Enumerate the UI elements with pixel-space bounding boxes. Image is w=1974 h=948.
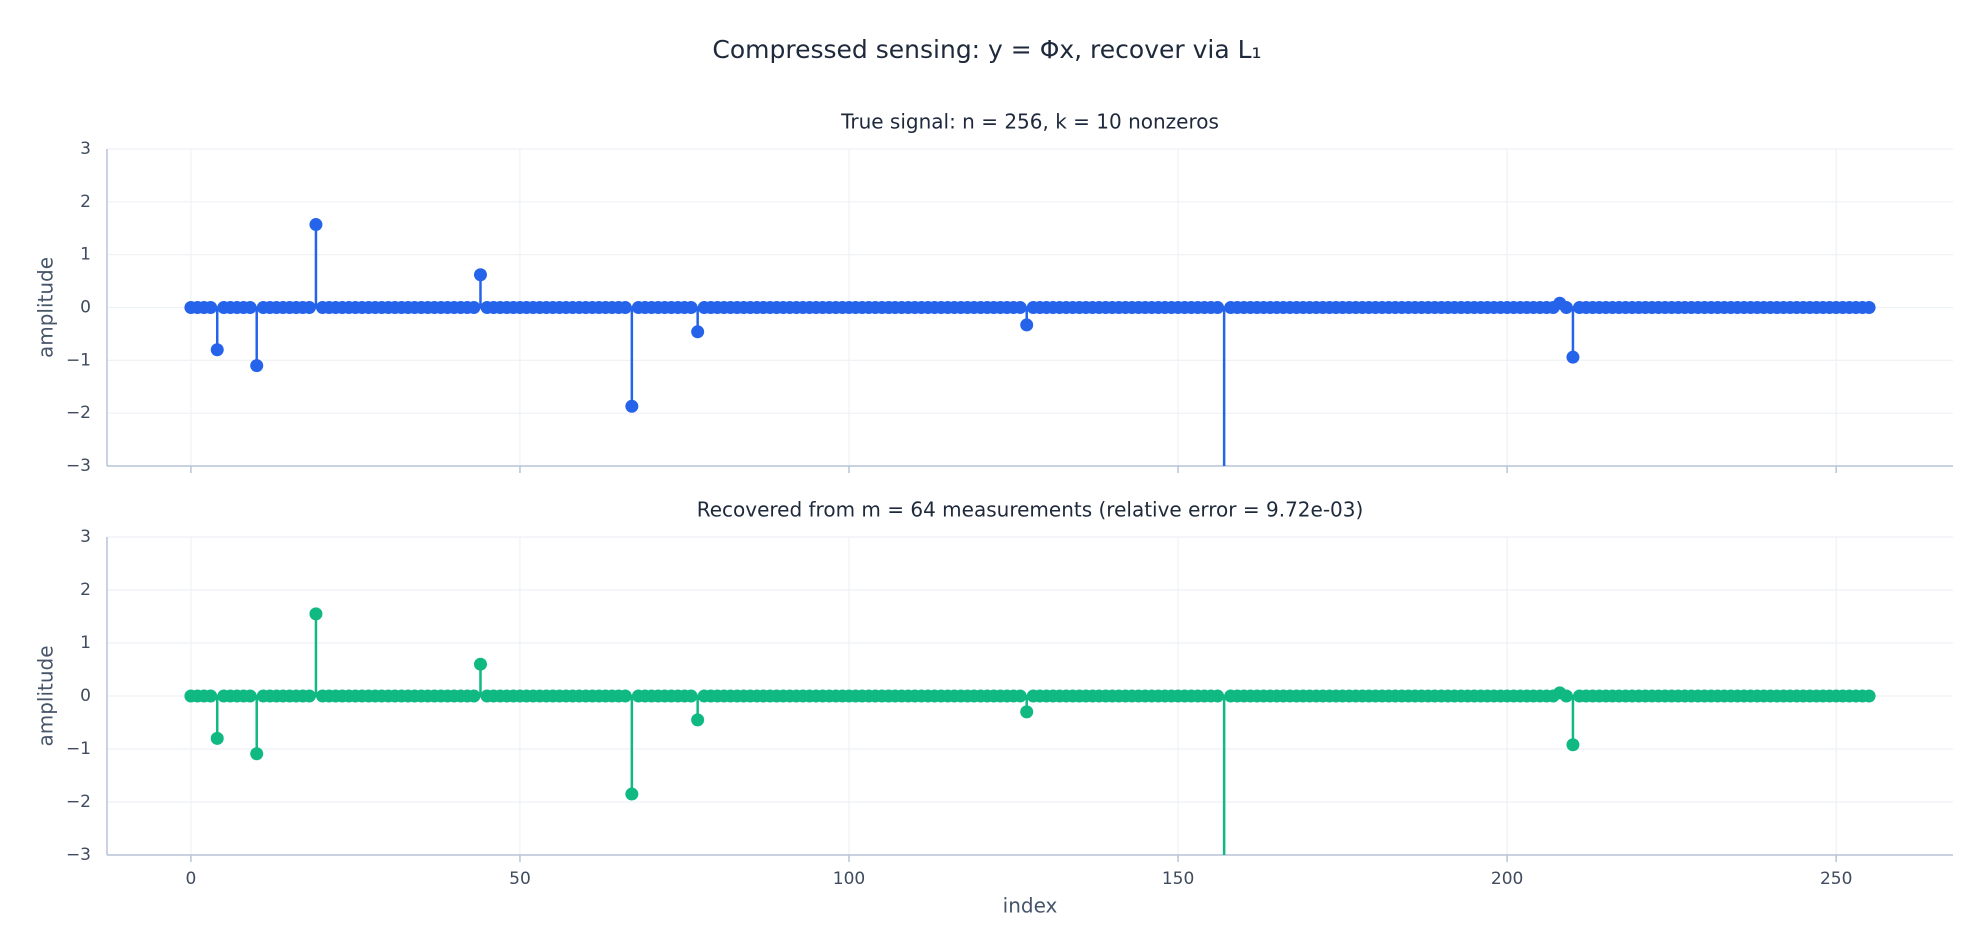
y-tick-label: 2 (80, 580, 91, 600)
stem-marker (204, 689, 218, 703)
stem-marker (625, 399, 639, 413)
x-tick-label: 150 (1162, 869, 1194, 889)
plot-area (184, 218, 1876, 494)
stem-marker (467, 301, 481, 314)
stem-marker (1211, 301, 1225, 314)
x-tick-label: 250 (1820, 869, 1852, 889)
panel-title: True signal: n = 256, k = 10 nonzeros (840, 110, 1219, 134)
stem-marker (467, 689, 481, 703)
stem-marker (1566, 738, 1580, 752)
y-tick-label: −1 (66, 350, 91, 370)
y-tick-label: 1 (80, 245, 91, 265)
stem-marker (1566, 350, 1580, 364)
stem-marker (1211, 689, 1225, 703)
stem-marker (691, 713, 705, 727)
stem-marker (625, 787, 639, 801)
stem-marker (302, 689, 316, 703)
y-axis-label: amplitude (34, 257, 58, 358)
stem-marker (1020, 318, 1034, 332)
y-tick-label: 3 (80, 527, 91, 547)
y-tick-label: −2 (66, 403, 91, 423)
y-tick-label: −2 (66, 792, 91, 812)
stem-marker (1559, 301, 1573, 314)
stem-marker (691, 325, 705, 339)
stem-marker (1020, 705, 1034, 719)
stem-marker (250, 359, 264, 373)
figure-title: Compressed sensing: y = Φx, recover via … (712, 35, 1261, 64)
stem-marker (243, 301, 257, 314)
y-tick-label: 0 (80, 298, 91, 318)
stem-marker (618, 301, 632, 314)
plot-area (184, 607, 1876, 883)
stem-marker (684, 689, 698, 703)
x-tick-label: 0 (185, 869, 196, 889)
y-tick-label: −1 (66, 739, 91, 759)
x-axis-label: index (1003, 894, 1058, 918)
stem-marker (309, 218, 323, 232)
panel-title: Recovered from m = 64 measurements (rela… (697, 498, 1364, 522)
stem-marker (1013, 689, 1027, 703)
stem-marker (684, 301, 698, 314)
stem-marker (1218, 481, 1231, 494)
y-tick-label: 3 (80, 139, 91, 159)
stem-marker (618, 689, 632, 703)
stem-marker (1862, 689, 1876, 703)
y-axis-label: amplitude (34, 645, 58, 746)
y-tick-label: 2 (80, 192, 91, 212)
stem-marker (1559, 689, 1573, 703)
stem-marker (473, 657, 487, 671)
stem-marker (302, 301, 316, 314)
x-tick-label: 100 (833, 869, 865, 889)
stem-marker (309, 607, 323, 621)
stem-marker (473, 268, 487, 282)
stem-marker (1013, 301, 1027, 314)
y-tick-label: 0 (80, 686, 91, 706)
stem-marker (250, 747, 264, 761)
stem-marker (204, 301, 218, 314)
y-tick-label: −3 (66, 845, 91, 865)
stem-marker (210, 343, 224, 357)
stem-marker (1862, 301, 1876, 314)
stem-marker (1218, 870, 1231, 883)
y-tick-label: −3 (66, 456, 91, 476)
x-tick-label: 50 (509, 869, 531, 889)
stem-marker (243, 689, 257, 703)
x-tick-label: 200 (1491, 869, 1523, 889)
stem-marker (210, 731, 224, 745)
y-tick-label: 1 (80, 633, 91, 653)
